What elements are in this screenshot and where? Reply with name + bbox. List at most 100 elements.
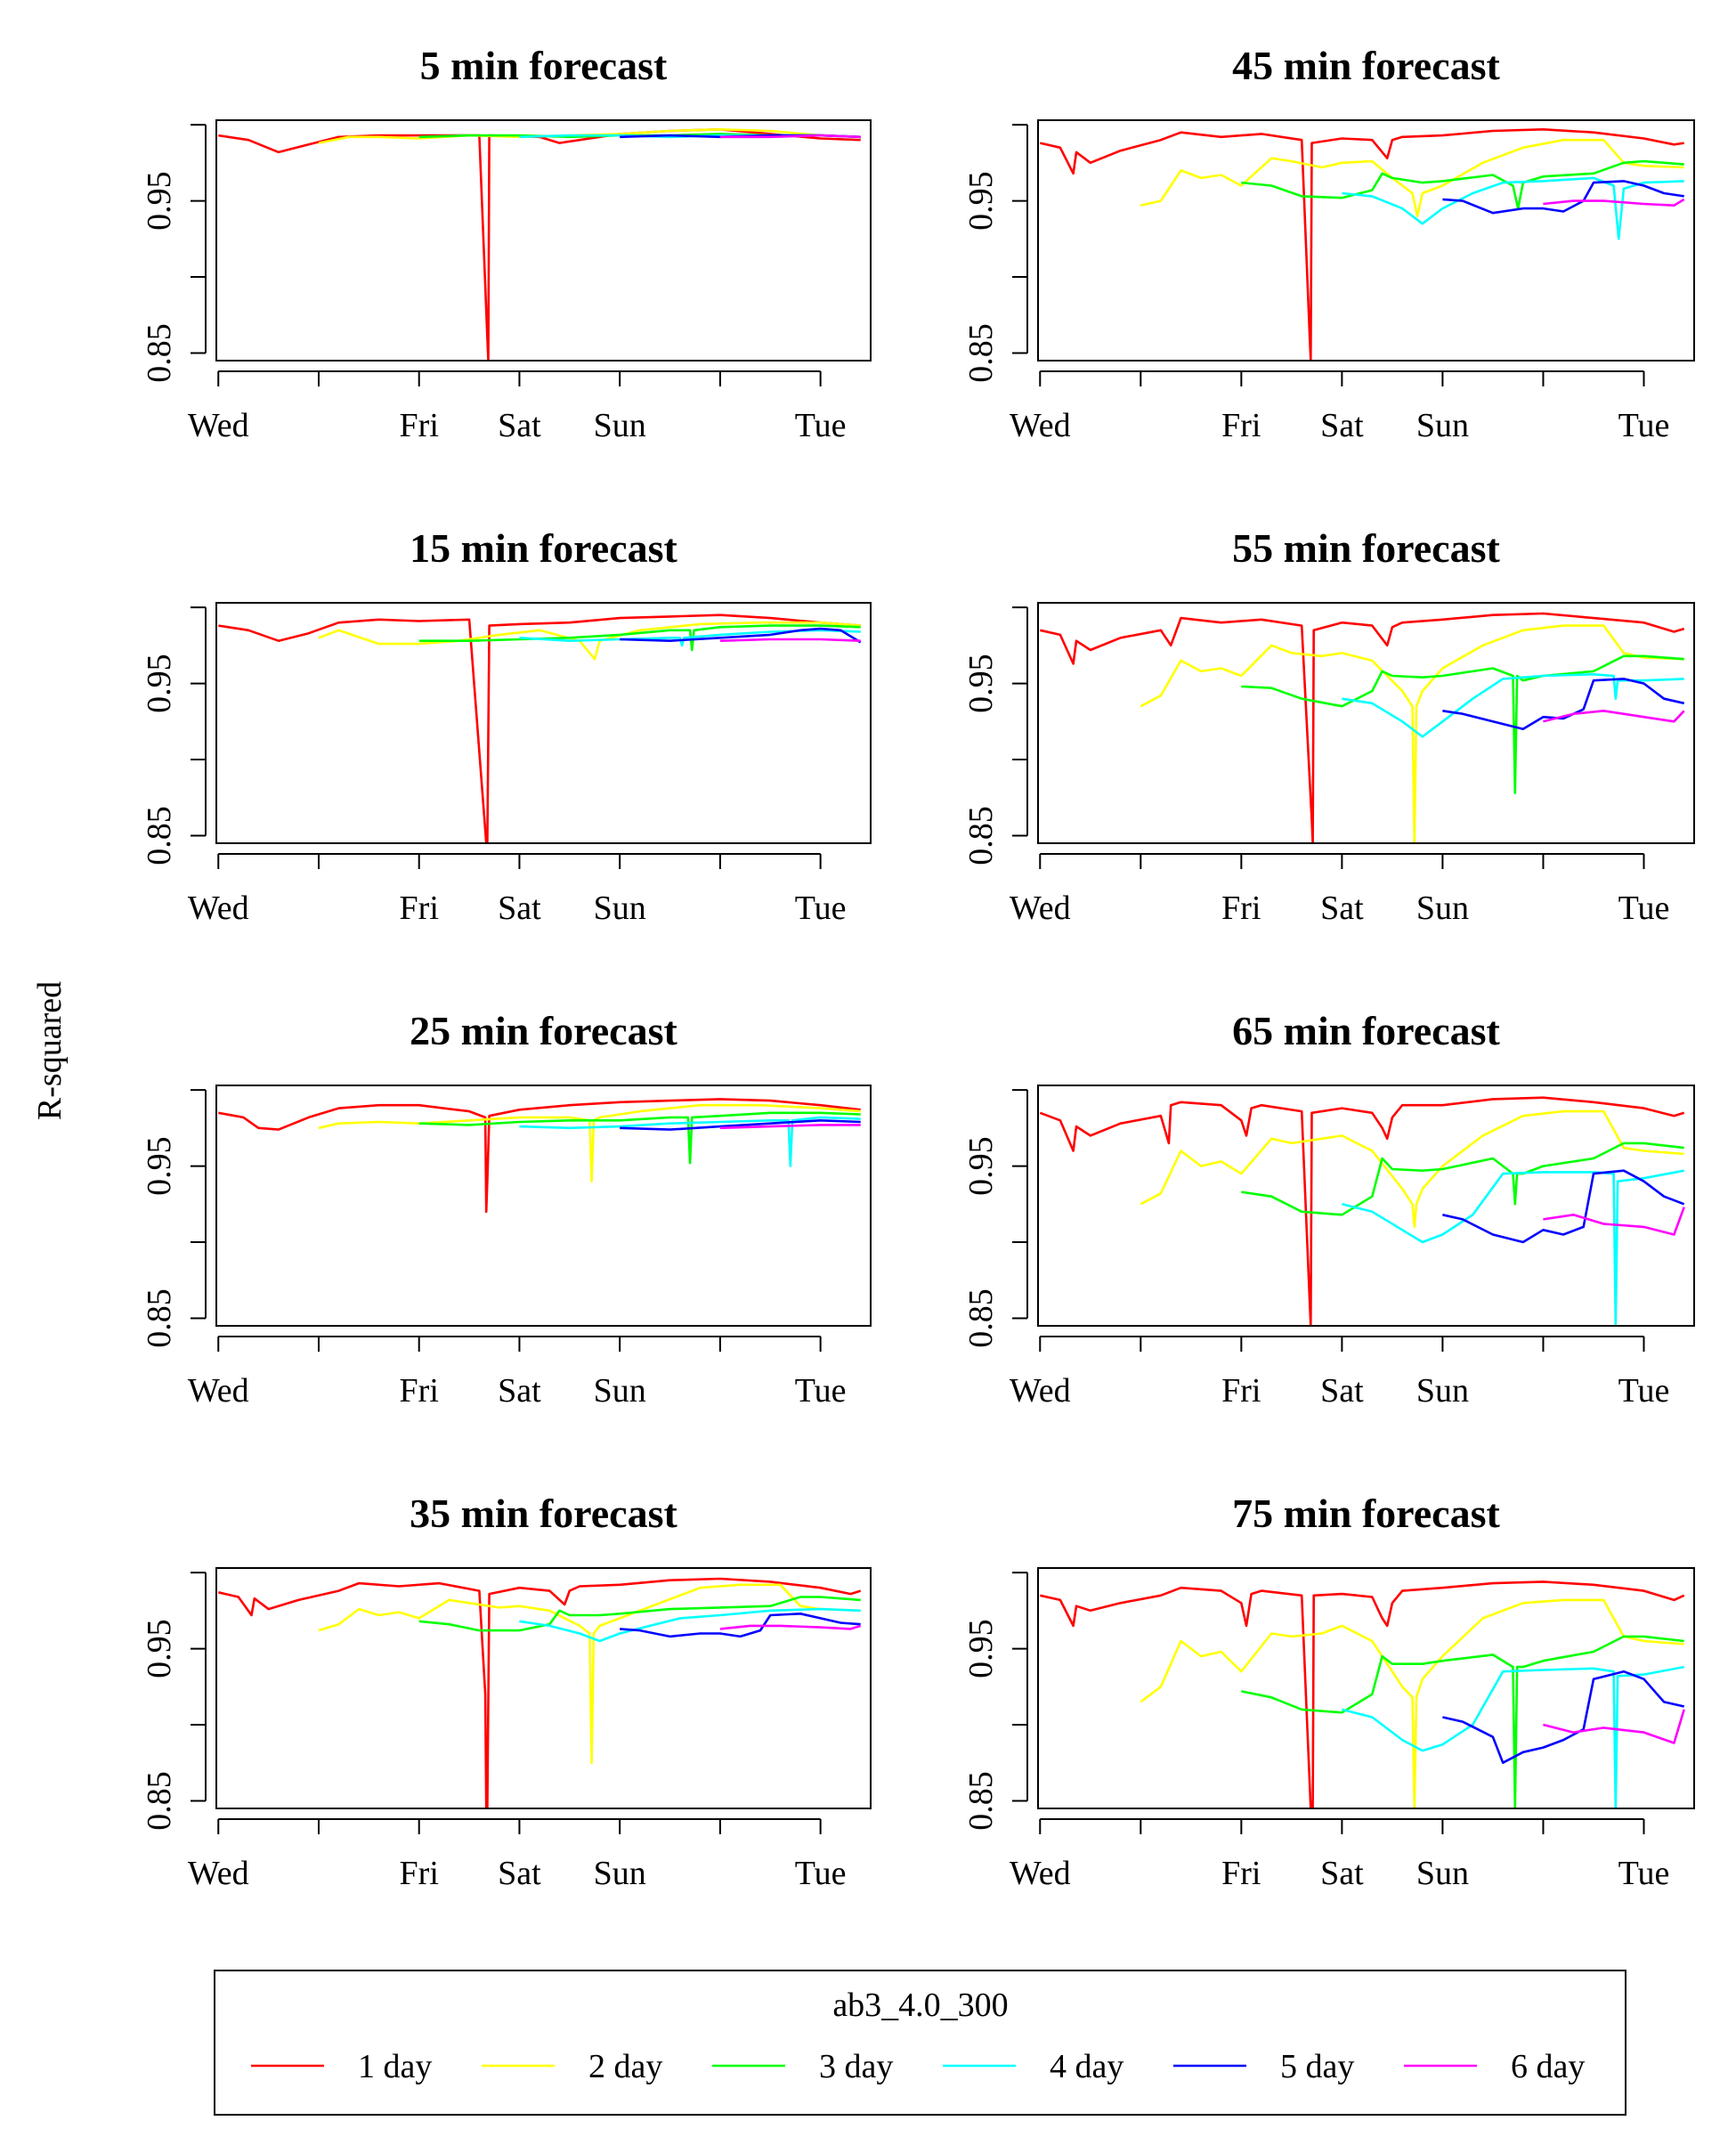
plot-frame (1037, 1567, 1695, 1809)
y-tick-label: 0.95 (141, 654, 178, 713)
series-group (1040, 612, 1685, 843)
x-tick-label: Sat (1320, 407, 1364, 444)
series-line-5 (1442, 1670, 1684, 1764)
x-tick-label: Tue (1618, 1372, 1670, 1410)
x-tick-label: Sun (594, 890, 646, 927)
x-tick-label: Sun (1416, 1372, 1469, 1410)
series-line-3 (418, 1111, 861, 1165)
plot-frame (215, 1567, 872, 1809)
series-line-5 (1442, 1169, 1685, 1244)
panel-title: 65 min forecast (1232, 1008, 1500, 1053)
x-tick-label: Sat (498, 1372, 541, 1410)
panel-4: 55 min forecast Wed Fri Sat Sun Tue 0.85 0.95 (962, 525, 1695, 927)
legend-label: 4 day (1050, 2048, 1124, 2085)
y-tick-label: 0.95 (962, 1619, 1000, 1678)
legend-title: ab3_4.0_300 (832, 1987, 1008, 2024)
x-tick-label: Fri (400, 1855, 439, 1892)
panel-8: 75 min forecast Wed Fri Sat Sun Tue 0.85 0.95 (962, 1491, 1695, 1892)
series-line-2 (1140, 138, 1684, 217)
series-line-5 (620, 627, 862, 644)
y-tick-label: 0.85 (962, 323, 1000, 383)
x-tick-label: Sat (498, 1855, 541, 1892)
series-line-4 (1342, 1169, 1684, 1326)
x-tick-label: Fri (1221, 890, 1261, 927)
panel-title: 5 min forecast (420, 43, 668, 88)
series-group (1039, 1096, 1685, 1326)
y-tick-label: 0.95 (962, 654, 1000, 713)
panel-2: 45 min forecast Wed Fri Sat Sun Tue 0.85 0.95 (962, 43, 1695, 444)
x-tick-label: Wed (1010, 890, 1071, 927)
series-line-1 (1040, 1580, 1685, 1808)
series-group (218, 613, 862, 843)
legend-entry-3: 3 day (712, 2048, 893, 2085)
y-axis-label: R-squared (31, 981, 69, 1120)
panel-5: 25 min forecast Wed Fri Sat Sun Tue 0.85 0.95 (141, 1008, 872, 1410)
panel-title: 15 min forecast (410, 525, 677, 571)
y-tick-label: 0.85 (962, 806, 1000, 865)
x-tick-label: Tue (795, 1855, 847, 1892)
plot-frame (1037, 119, 1695, 362)
panel-title: 75 min forecast (1232, 1491, 1500, 1536)
series-line-3 (1241, 159, 1684, 210)
series-line-1 (1040, 612, 1685, 843)
x-tick-label: Wed (188, 407, 249, 444)
x-tick-label: Sun (594, 1372, 646, 1410)
series-line-1 (1040, 128, 1684, 361)
series-line-2 (1140, 624, 1684, 843)
x-tick-label: Fri (400, 1372, 439, 1410)
series-line-1 (218, 1098, 861, 1214)
x-tick-label: Wed (1010, 407, 1071, 444)
y-tick-label: 0.85 (962, 1771, 1000, 1830)
series-line-3 (1241, 654, 1684, 794)
y-tick-label: 0.95 (962, 171, 1000, 231)
y-tick-label: 0.85 (141, 806, 178, 865)
x-tick-label: Tue (795, 407, 847, 444)
legend-entry-2: 2 day (482, 2048, 662, 2085)
y-tick-label: 0.95 (962, 1136, 1000, 1196)
legend-label: 6 day (1511, 2048, 1585, 2085)
legend-entry-5: 5 day (1173, 2048, 1354, 2085)
series-line-2 (1140, 1598, 1684, 1808)
series-line-2 (318, 1103, 861, 1182)
x-tick-label: Tue (795, 890, 847, 927)
x-tick-label: Tue (1618, 407, 1670, 444)
x-tick-label: Tue (1618, 1855, 1670, 1892)
series-line-4 (519, 1607, 861, 1643)
x-tick-label: Fri (400, 890, 439, 927)
series-group (1040, 128, 1685, 361)
x-tick-label: Fri (400, 407, 439, 444)
x-tick-label: Tue (795, 1372, 847, 1410)
panel-7: 35 min forecast Wed Fri Sat Sun Tue 0.85 0.95 (141, 1491, 872, 1892)
y-tick-label: 0.85 (962, 1288, 1000, 1348)
x-tick-label: Sun (594, 1855, 646, 1892)
series-group (218, 128, 861, 361)
legend-label: 2 day (588, 2048, 662, 2085)
legend-box (214, 1970, 1626, 2116)
panel-title: 35 min forecast (410, 1491, 677, 1536)
y-tick-label: 0.95 (141, 1619, 178, 1678)
x-tick-label: Sat (1320, 1855, 1364, 1892)
x-tick-label: Fri (1221, 407, 1261, 444)
series-line-1 (218, 613, 861, 843)
series-group (1040, 1580, 1685, 1808)
series-line-3 (1241, 1142, 1684, 1216)
plot-frame (1037, 1085, 1695, 1327)
x-tick-label: Wed (188, 890, 249, 927)
panel-title: 25 min forecast (410, 1008, 677, 1053)
panel-1: 5 min forecast Wed Fri Sat Sun Tue 0.85 0.95 (141, 43, 872, 444)
series-line-6 (1543, 709, 1685, 723)
series-line-3 (418, 1596, 861, 1632)
x-tick-label: Fri (1221, 1372, 1261, 1410)
x-tick-label: Sun (594, 407, 646, 444)
x-tick-label: Wed (188, 1855, 249, 1892)
series-line-4 (1342, 176, 1684, 240)
series-group (218, 1577, 862, 1808)
series-line-5 (620, 1613, 861, 1638)
series-line-4 (1342, 672, 1684, 738)
series-line-5 (1442, 678, 1684, 731)
series-line-6 (719, 638, 861, 642)
panel-title: 45 min forecast (1232, 43, 1500, 88)
panel-3: 15 min forecast Wed Fri Sat Sun Tue 0.85 0.95 (141, 525, 872, 927)
series-line-6 (1543, 1709, 1685, 1744)
